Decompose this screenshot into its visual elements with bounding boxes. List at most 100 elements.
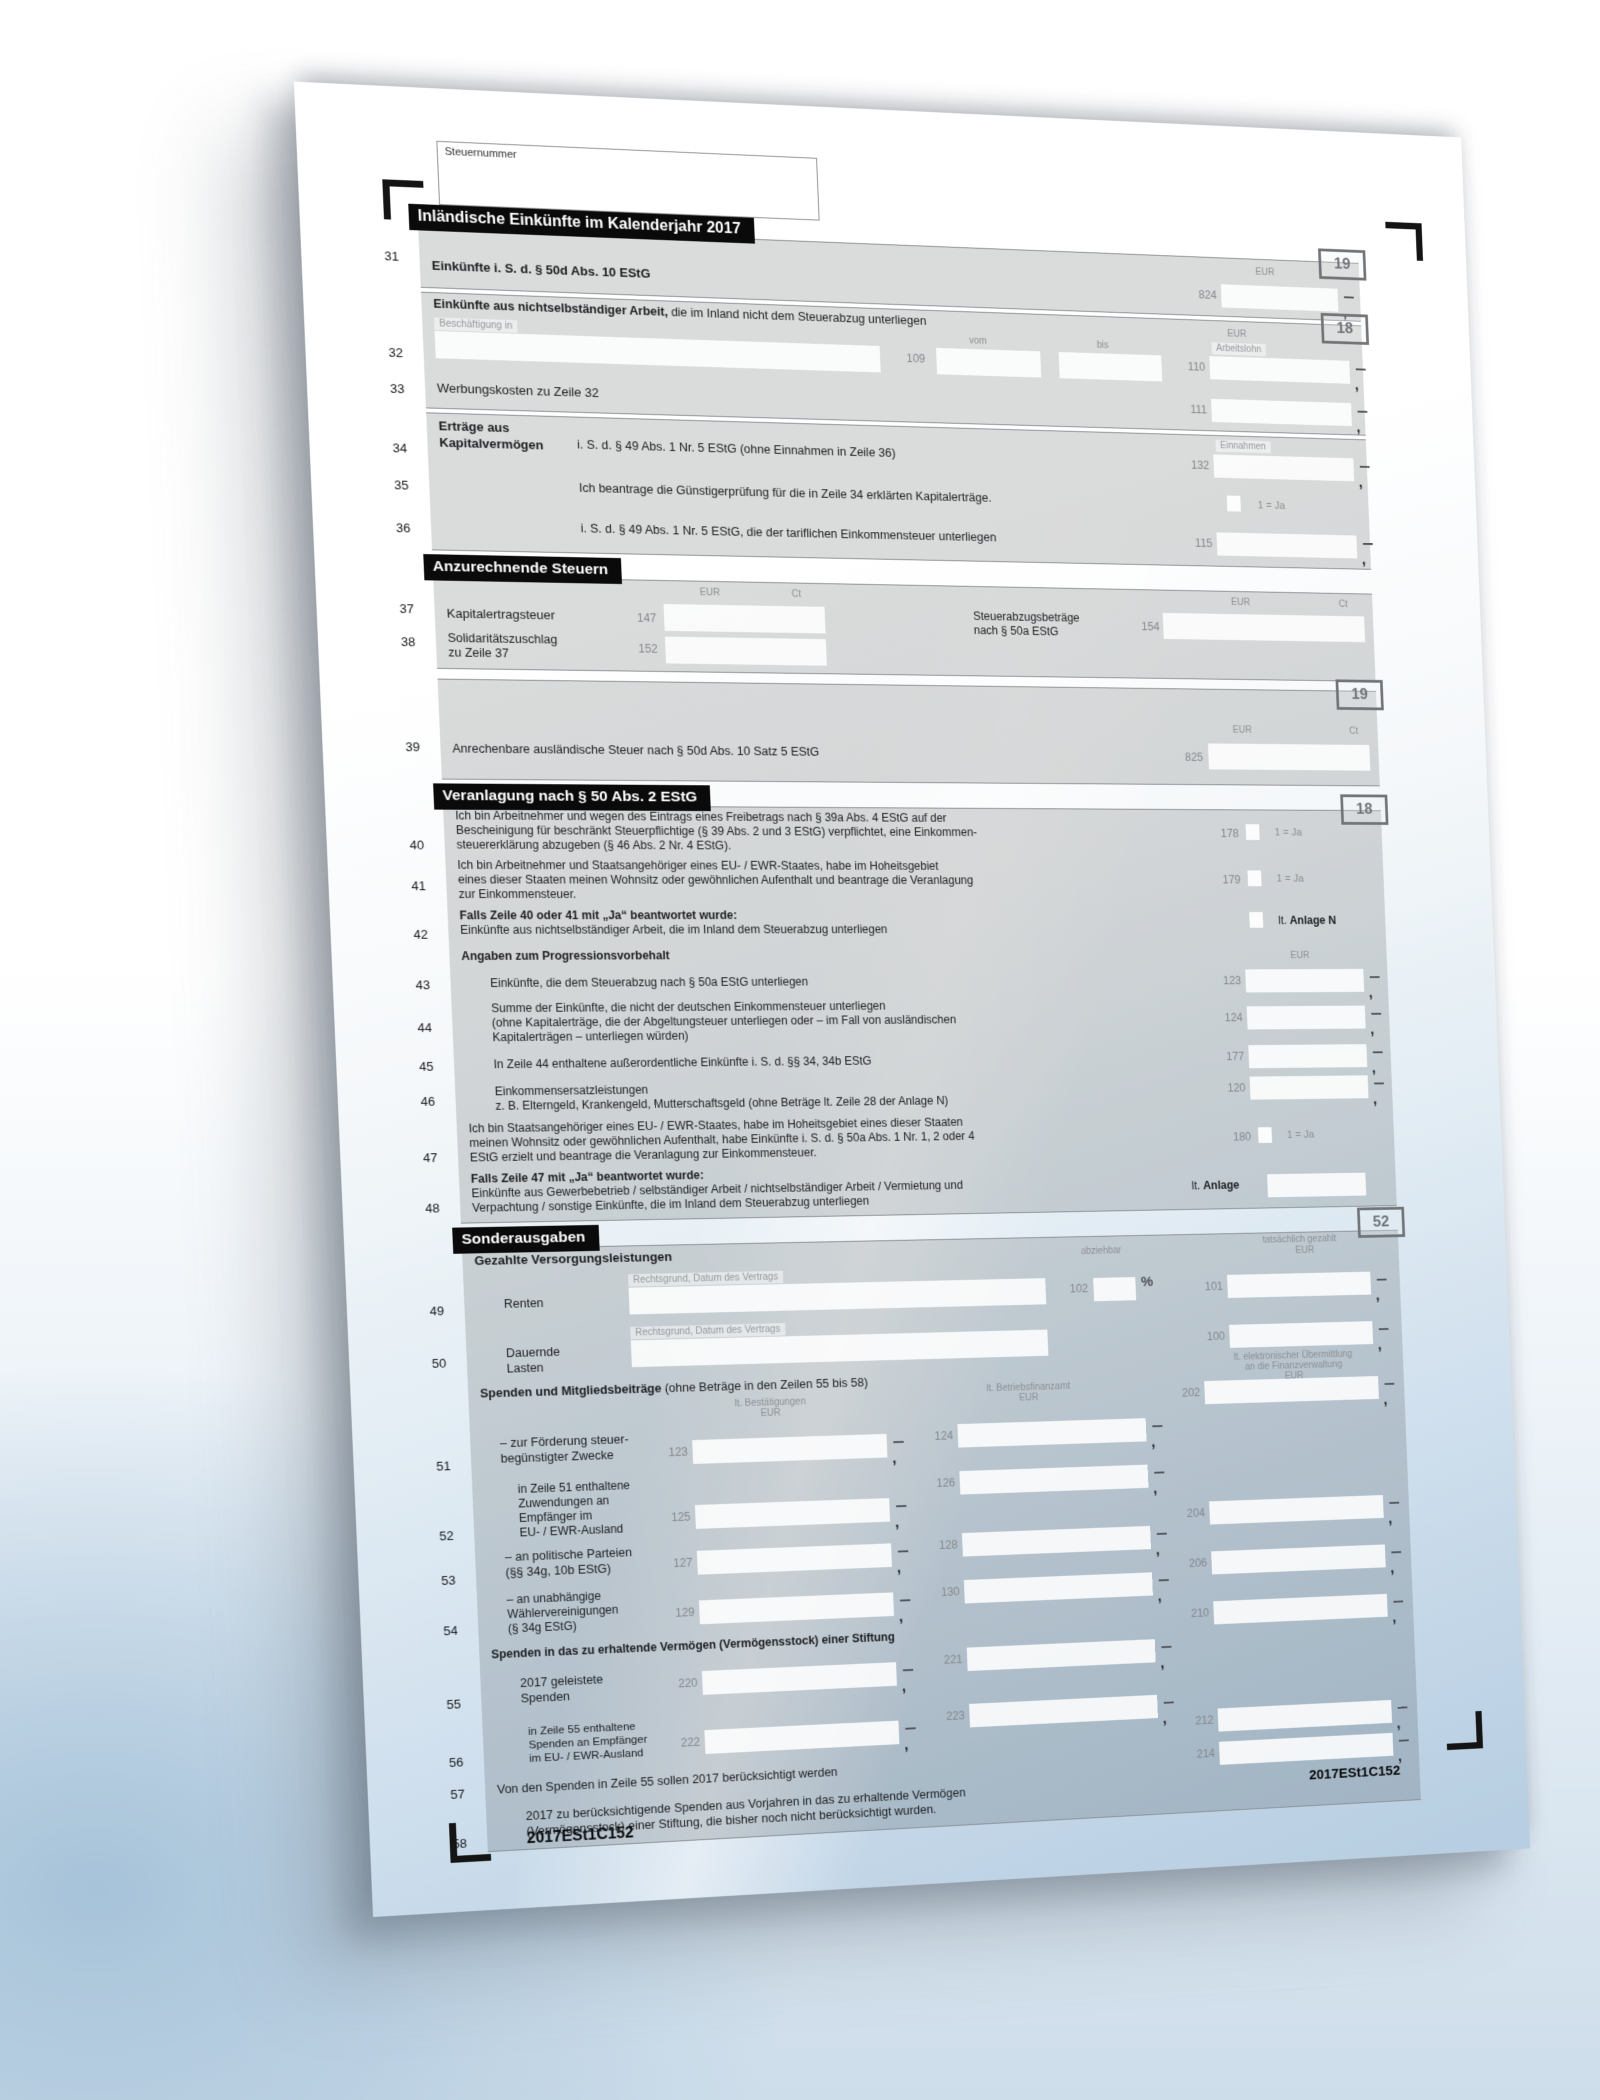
checkbox-179[interactable] bbox=[1247, 870, 1262, 887]
amount-120: 120 bbox=[1209, 1075, 1386, 1100]
field-number: 128 bbox=[938, 1537, 958, 1552]
input-110[interactable] bbox=[1209, 356, 1351, 384]
input-154[interactable] bbox=[1162, 612, 1366, 643]
amount-101: 101 bbox=[1186, 1271, 1389, 1299]
input-123b[interactable] bbox=[692, 1433, 888, 1464]
input-825[interactable] bbox=[1207, 743, 1371, 771]
decimal-mark bbox=[1342, 289, 1356, 312]
input-202[interactable] bbox=[1204, 1375, 1379, 1405]
input-132[interactable] bbox=[1213, 454, 1355, 482]
line-number: 48 bbox=[424, 1200, 440, 1216]
row-42: 42 Falls Zeile 40 oder 41 mit „Ja“ beant… bbox=[413, 905, 1386, 948]
checkbox-180[interactable] bbox=[1257, 1127, 1273, 1143]
line-number: 38 bbox=[400, 634, 416, 650]
line39-label: Anrechenbare ausländische Steuer nach § … bbox=[452, 741, 820, 759]
eur-label: EUR bbox=[1255, 267, 1275, 279]
input-100[interactable] bbox=[1229, 1321, 1374, 1348]
input-120[interactable] bbox=[1249, 1075, 1369, 1100]
line-number: 44 bbox=[417, 1020, 433, 1035]
field-number: 202 bbox=[1181, 1385, 1201, 1400]
section-bar-anzurechnende-steuern: Anzurechnende Steuern bbox=[423, 554, 623, 585]
input-111[interactable] bbox=[1211, 398, 1352, 427]
amount-222: 222 bbox=[661, 1720, 918, 1757]
input-126[interactable] bbox=[959, 1464, 1149, 1495]
input-221[interactable] bbox=[966, 1639, 1156, 1672]
input-102[interactable] bbox=[1093, 1276, 1137, 1302]
amount-124b: 124 bbox=[915, 1418, 1165, 1449]
input-223[interactable] bbox=[969, 1694, 1158, 1728]
input-824[interactable] bbox=[1220, 284, 1339, 312]
abziehbar-label: abziehbar bbox=[1080, 1245, 1122, 1257]
field-number: 125 bbox=[670, 1509, 691, 1525]
field-number: 115 bbox=[1194, 536, 1213, 550]
decimal-mark bbox=[1159, 1638, 1174, 1662]
section-49-58: 52 Gezahlte Versorgungsleistungen abzieh… bbox=[429, 1206, 1421, 1853]
input-115[interactable] bbox=[1216, 532, 1358, 559]
decimal-mark bbox=[1397, 1732, 1411, 1756]
input-128[interactable] bbox=[961, 1525, 1152, 1557]
line-number: 31 bbox=[384, 247, 400, 264]
field-number: 101 bbox=[1204, 1279, 1224, 1294]
input-anlage[interactable] bbox=[1267, 1172, 1367, 1198]
decimal-mark bbox=[1150, 1418, 1165, 1442]
decimal-mark bbox=[901, 1661, 916, 1685]
input-220[interactable] bbox=[701, 1662, 897, 1695]
amount-132: 132 bbox=[1172, 453, 1371, 482]
input-129[interactable] bbox=[698, 1592, 895, 1625]
input-123[interactable] bbox=[1245, 968, 1365, 993]
checkbox-anlage-n[interactable] bbox=[1249, 912, 1264, 928]
tatsaechlich-label: tatsächlich gezahlt bbox=[1262, 1233, 1337, 1246]
amount-123b: 123 bbox=[649, 1433, 907, 1465]
line36-text: i. S. d. § 49 Abs. 1 Nr. 5 EStG, die der… bbox=[580, 521, 997, 545]
input-147[interactable] bbox=[663, 603, 826, 634]
line-number: 54 bbox=[443, 1623, 459, 1639]
amount-128: 128 bbox=[920, 1525, 1169, 1558]
decimal-mark bbox=[903, 1720, 918, 1744]
line38-label-1: Solidaritätszuschlag bbox=[447, 631, 558, 647]
input-152[interactable] bbox=[664, 636, 827, 666]
field-number: 124 bbox=[1224, 1010, 1243, 1025]
input-vom[interactable] bbox=[935, 347, 1042, 378]
row-44: 44 Summe der Einkünfte, die nicht der de… bbox=[417, 994, 1390, 1050]
field-number: 179 bbox=[1222, 873, 1241, 887]
page-tag-18b: 18 bbox=[1340, 794, 1389, 825]
line-number: 39 bbox=[405, 739, 421, 755]
field-number: 124 bbox=[934, 1428, 954, 1443]
input-130[interactable] bbox=[963, 1572, 1153, 1604]
anlage-label: lt. Anlage bbox=[1191, 1178, 1240, 1193]
field-number: 126 bbox=[936, 1475, 956, 1490]
checkbox-178[interactable] bbox=[1245, 824, 1260, 840]
line38-label-2: zu Zeile 37 bbox=[448, 645, 510, 661]
input-222[interactable] bbox=[704, 1720, 900, 1755]
input-124[interactable] bbox=[1246, 1005, 1366, 1030]
amount-123: 123 bbox=[1205, 968, 1382, 993]
decimal-mark bbox=[1361, 536, 1375, 559]
line-number: 41 bbox=[411, 878, 427, 894]
input-125[interactable] bbox=[694, 1498, 891, 1529]
checkbox-guenstigerpruefung[interactable] bbox=[1226, 495, 1241, 512]
line-number: 35 bbox=[393, 477, 409, 493]
amount-125: 125 bbox=[651, 1497, 908, 1530]
input-beschaeftigung[interactable] bbox=[434, 330, 881, 373]
form-sheet: Steuernummer Inländische Einkünfte im Ka… bbox=[293, 81, 1530, 1918]
field-number: 223 bbox=[945, 1708, 966, 1723]
amount-126: 126 bbox=[917, 1464, 1166, 1496]
field-number: 130 bbox=[940, 1584, 960, 1599]
decimal-mark bbox=[1152, 1464, 1167, 1488]
input-127[interactable] bbox=[696, 1543, 893, 1575]
decimal-mark bbox=[1387, 1494, 1401, 1517]
field-number: 221 bbox=[943, 1652, 963, 1667]
line34-text: i. S. d. § 49 Abs. 1 Nr. 5 EStG (ohne Ei… bbox=[576, 437, 896, 460]
input-124b[interactable] bbox=[957, 1418, 1147, 1448]
ct-label: Ct bbox=[791, 589, 802, 600]
input-bis[interactable] bbox=[1058, 351, 1163, 382]
input-101[interactable] bbox=[1226, 1271, 1372, 1299]
line34-bold-2: Kapitalvermögen bbox=[439, 434, 544, 453]
section-bar-veranlagung: Veranlagung nach § 50 Abs. 2 EStG bbox=[433, 783, 712, 812]
input-177[interactable] bbox=[1248, 1044, 1368, 1069]
line-number: 51 bbox=[436, 1458, 452, 1474]
input-212[interactable] bbox=[1217, 1699, 1393, 1732]
field-number: 127 bbox=[672, 1555, 693, 1570]
field-number: 132 bbox=[1190, 458, 1210, 472]
field-number: 220 bbox=[677, 1676, 698, 1691]
